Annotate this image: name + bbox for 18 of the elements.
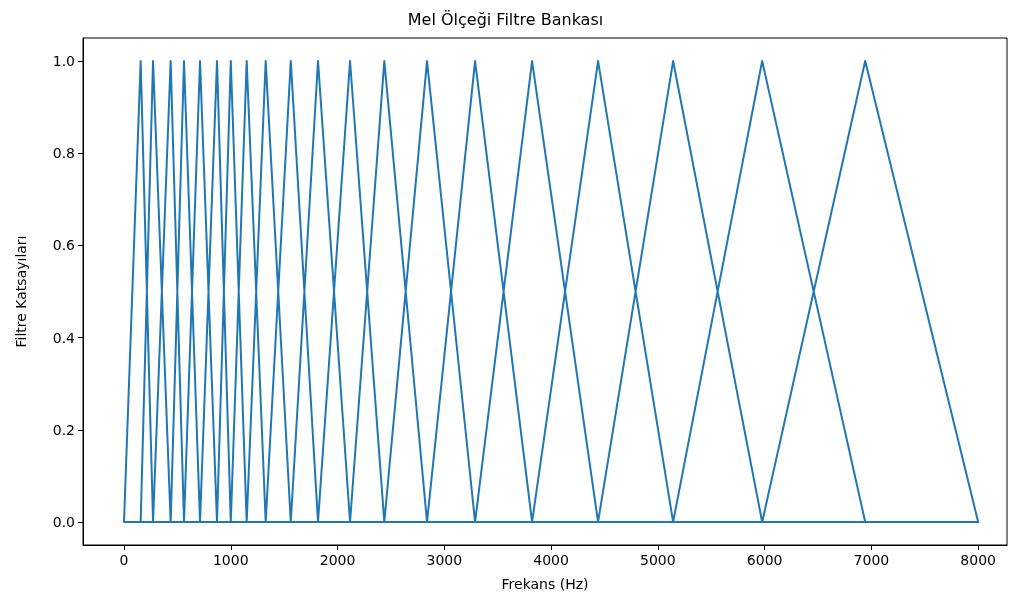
y-axis-title: Filtre Katsayıları (13, 235, 29, 348)
y-tick-label: 1.0 (52, 53, 75, 70)
y-tick-label: 0.2 (52, 421, 75, 438)
y-tick-label: 0.4 (52, 329, 76, 346)
x-tick-label: 5000 (640, 552, 676, 568)
x-tick-label: 2000 (319, 552, 356, 568)
x-tick-label: 7000 (853, 552, 890, 568)
x-tick-label: 6000 (746, 552, 783, 568)
x-tick-label: 4000 (533, 552, 569, 568)
x-tick-label: 0 (119, 552, 129, 568)
y-tick-label: 0.6 (52, 237, 76, 254)
x-tick-label: 1000 (212, 552, 249, 568)
y-tick-label: 0.8 (52, 145, 75, 162)
x-tick-label: 3000 (426, 552, 463, 568)
x-axis-title: Frekans (Hz) (501, 576, 589, 592)
y-tick-label: 0.0 (52, 513, 75, 530)
x-tick-label: 8000 (960, 552, 996, 568)
chart-title: Mel Ölçeği Filtre Bankası (407, 9, 604, 29)
